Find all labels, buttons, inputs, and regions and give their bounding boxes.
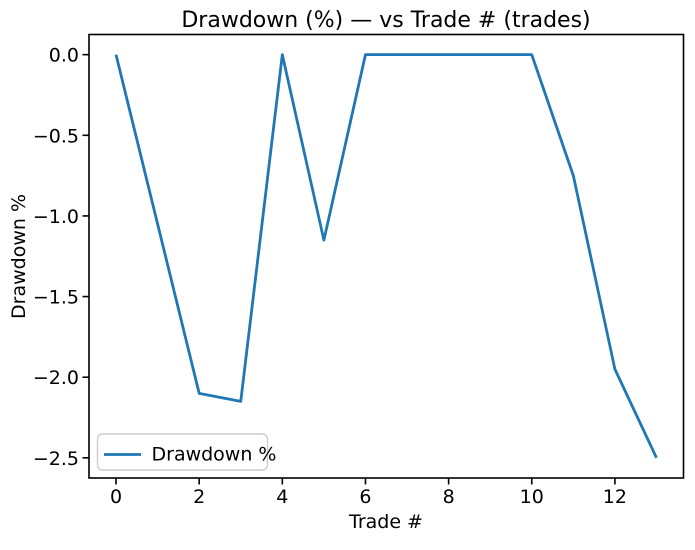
x-tick-label: 10 — [520, 486, 544, 508]
y-tick-label: −1.0 — [33, 206, 79, 228]
legend: Drawdown % — [96, 433, 277, 471]
drawdown-line-series — [114, 53, 658, 459]
y-tick-label: −1.5 — [33, 287, 79, 309]
y-axis: 0.0 −0.5 −1.0 −1.5 −2.0 −2.5 — [33, 45, 89, 470]
y-tick-label: −0.5 — [33, 125, 79, 147]
x-tick-label: 4 — [276, 486, 288, 508]
y-tick-label: −2.0 — [33, 367, 79, 389]
x-tick-label: 12 — [603, 486, 627, 508]
x-tick-label: 0 — [110, 486, 122, 508]
x-axis: 0 2 4 6 8 10 12 — [110, 478, 627, 508]
x-tick-label: 6 — [359, 486, 371, 508]
x-axis-label: Trade # — [348, 511, 423, 533]
legend-label: Drawdown % — [152, 444, 277, 466]
legend-box — [96, 433, 269, 471]
x-tick-label: 2 — [193, 486, 205, 508]
y-axis-label: Drawdown % — [8, 194, 30, 319]
chart-title: Drawdown (%) — vs Trade # (trades) — [181, 8, 590, 33]
plot-area-border — [88, 33, 685, 479]
x-tick-label: 8 — [443, 486, 455, 508]
y-tick-label: −2.5 — [33, 448, 79, 470]
y-tick-label: 0.0 — [49, 45, 79, 67]
